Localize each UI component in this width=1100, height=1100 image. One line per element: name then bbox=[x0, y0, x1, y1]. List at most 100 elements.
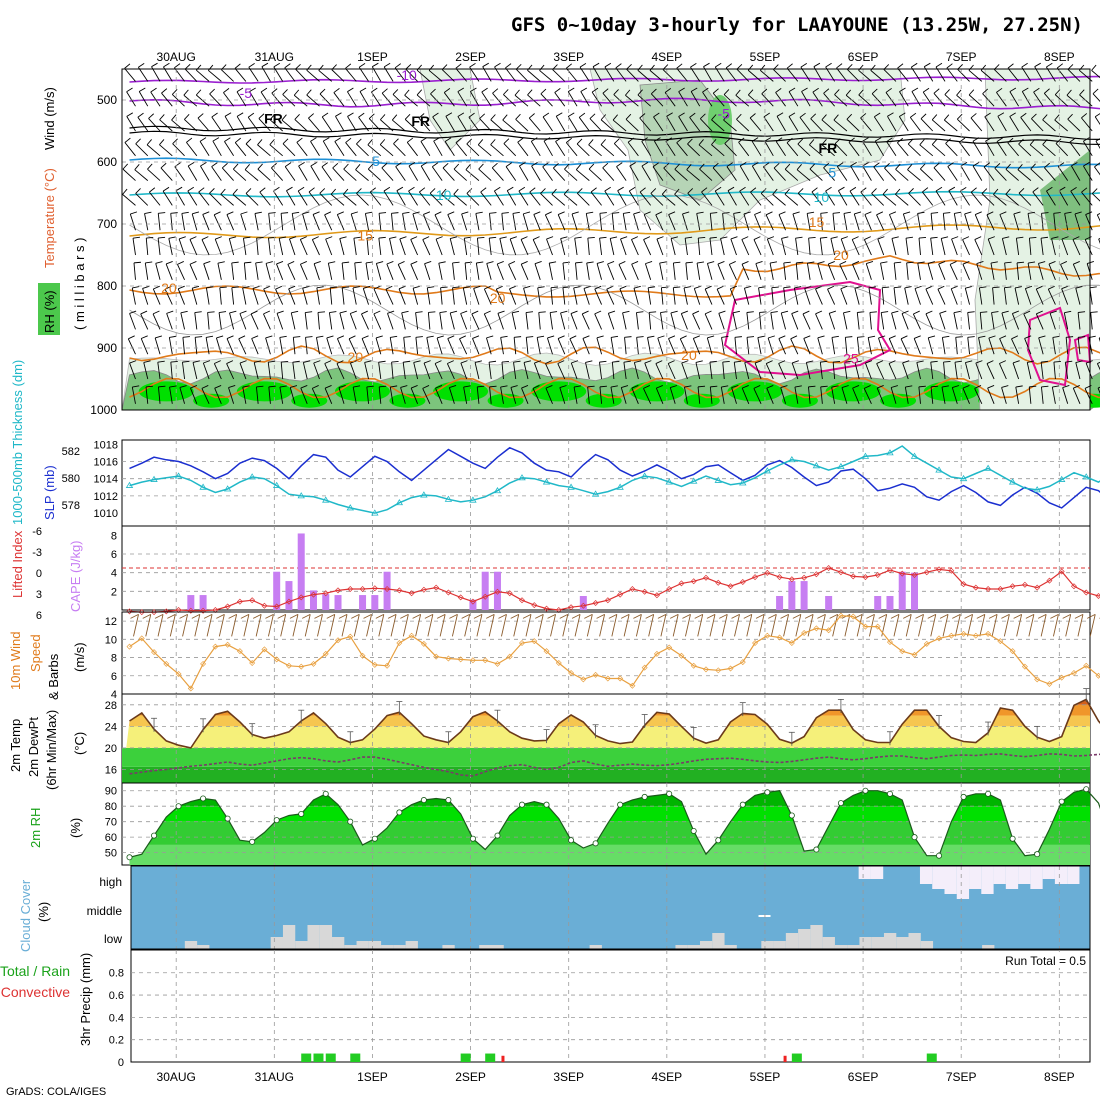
wind-barb bbox=[986, 360, 995, 380]
wind-barb bbox=[633, 360, 642, 380]
wind-barb bbox=[972, 162, 983, 181]
barb-staff bbox=[1042, 119, 1056, 132]
barb-feather bbox=[275, 285, 283, 290]
barb-staff bbox=[1020, 117, 1032, 132]
barb-feather bbox=[534, 261, 542, 265]
barb-staff bbox=[226, 214, 235, 231]
barb-feather bbox=[778, 360, 786, 364]
barb-feather bbox=[1091, 188, 1098, 194]
temperature-grid bbox=[122, 694, 1090, 783]
wind-10m-label: 10m Wind bbox=[8, 631, 23, 690]
barb-feather bbox=[1025, 285, 1033, 289]
wind-barb bbox=[888, 335, 897, 355]
barb-feather bbox=[990, 261, 998, 264]
rh-marker bbox=[886, 790, 893, 797]
barb-feather bbox=[889, 211, 897, 215]
barb-feather bbox=[725, 63, 733, 69]
barb-feather bbox=[699, 163, 705, 170]
barb-staff bbox=[602, 92, 615, 107]
barb-feather bbox=[876, 360, 884, 364]
barb-staff bbox=[419, 191, 431, 206]
barb-staff bbox=[429, 193, 443, 206]
wind-barb bbox=[1042, 114, 1056, 132]
barb-staff bbox=[641, 165, 652, 181]
wind-barb bbox=[754, 211, 762, 231]
barb-feather bbox=[560, 310, 568, 314]
rh-marker bbox=[1083, 786, 1090, 793]
barb-staff bbox=[1082, 141, 1093, 157]
barb-feather bbox=[641, 162, 649, 167]
wind-barb bbox=[257, 139, 271, 157]
barb-feather bbox=[1013, 211, 1021, 215]
wind-barb bbox=[476, 385, 485, 404]
li-marker bbox=[457, 594, 464, 601]
barb-feather bbox=[308, 113, 315, 119]
wind-barb bbox=[983, 162, 995, 181]
wind-barb bbox=[590, 187, 602, 206]
barb-staff bbox=[293, 94, 308, 107]
barb-feather bbox=[1018, 138, 1024, 145]
barb-feather bbox=[138, 62, 145, 68]
surface-barb-staff bbox=[709, 614, 716, 637]
barb-staff bbox=[656, 238, 664, 256]
wind-barb bbox=[138, 87, 149, 107]
barb-feather bbox=[1038, 335, 1046, 339]
wind-barb bbox=[528, 113, 541, 132]
barb-staff bbox=[968, 69, 983, 82]
barb-feather bbox=[952, 385, 960, 388]
wind-barb bbox=[941, 335, 950, 355]
barb-staff bbox=[1051, 238, 1056, 256]
barb-feather bbox=[1055, 138, 1062, 144]
barb-staff bbox=[950, 288, 958, 305]
wind-barb bbox=[249, 87, 259, 107]
barb-staff bbox=[343, 168, 357, 181]
thickness-line-marker bbox=[640, 472, 649, 479]
contour-label: 15 bbox=[809, 214, 825, 230]
barb-feather bbox=[378, 236, 386, 239]
barb-feather bbox=[460, 310, 468, 314]
wind-barb bbox=[1055, 138, 1069, 157]
wind-barb bbox=[620, 236, 628, 256]
barb-feather bbox=[254, 360, 262, 363]
wind-barb bbox=[380, 114, 394, 132]
surface-barb-feather bbox=[387, 613, 397, 619]
wind-barb bbox=[877, 236, 885, 256]
barb-feather bbox=[962, 385, 970, 389]
barb-feather bbox=[602, 162, 609, 169]
wind-speed-marker bbox=[874, 623, 881, 630]
rh-marker bbox=[249, 838, 256, 845]
cloud-high-bar bbox=[981, 866, 994, 894]
barb-feather bbox=[245, 138, 252, 145]
wind-barb bbox=[979, 311, 988, 330]
wind-barb bbox=[316, 335, 324, 355]
rh-2m-label: 2m RH bbox=[28, 808, 43, 848]
barb-staff bbox=[392, 94, 406, 107]
barb-feather bbox=[1086, 360, 1093, 364]
barb-feather bbox=[408, 186, 415, 192]
barb-staff bbox=[613, 143, 627, 157]
barb-feather bbox=[570, 310, 578, 314]
barb-staff bbox=[538, 312, 541, 330]
barb-feather bbox=[815, 310, 823, 315]
barb-staff bbox=[624, 337, 627, 355]
wind-barb bbox=[313, 261, 321, 280]
barb-staff bbox=[144, 262, 149, 280]
rh-marker bbox=[200, 795, 207, 802]
wind-barb bbox=[415, 336, 423, 355]
barb-staff bbox=[704, 288, 713, 305]
wind-barb bbox=[354, 261, 362, 280]
barb-feather bbox=[143, 360, 151, 363]
wind-barb bbox=[1064, 360, 1073, 380]
barb-staff bbox=[455, 67, 468, 82]
barb-feather bbox=[368, 113, 375, 119]
barb-feather bbox=[556, 112, 563, 117]
barb-feather bbox=[670, 236, 678, 239]
wind-barb bbox=[1042, 139, 1056, 157]
barb-staff bbox=[783, 287, 787, 305]
barb-staff bbox=[509, 288, 517, 305]
wind-speed-marker bbox=[776, 634, 783, 641]
barb-staff bbox=[622, 213, 627, 231]
barb-staff bbox=[792, 213, 799, 231]
wind-barb bbox=[555, 137, 566, 157]
surface-barb-feather bbox=[1050, 613, 1059, 619]
